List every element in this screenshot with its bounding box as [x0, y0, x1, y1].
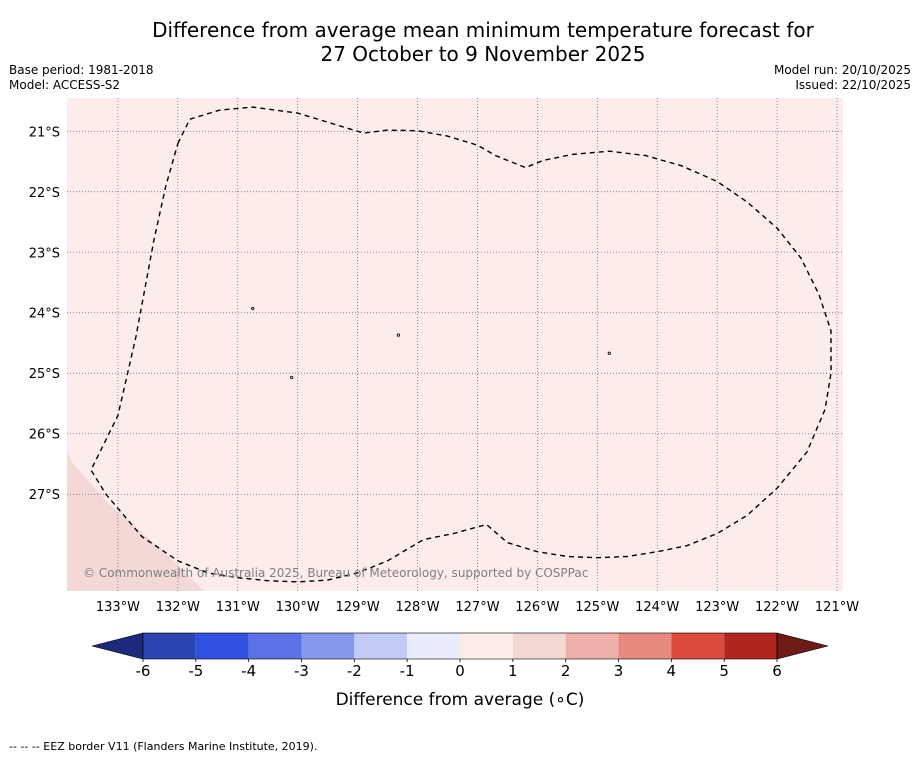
colorbar-extend-low [91, 632, 144, 660]
y-tick-label: 25°S [29, 367, 60, 382]
colorbar-segment [671, 633, 725, 659]
y-tick-label: 22°S [29, 186, 60, 201]
y-tick-label: 26°S [29, 428, 60, 443]
eez-border [90, 106, 832, 583]
colorbar-tick-label: -3 [294, 662, 309, 680]
chart-title-line1: Difference from average mean minimum tem… [152, 18, 814, 42]
x-tick-label: 125°W [575, 600, 619, 615]
run-info-right: Model run: 20/10/2025 Issued: 22/10/2025 [774, 63, 911, 93]
issued-date: Issued: 22/10/2025 [795, 78, 911, 92]
colorbar-tick-label: 5 [719, 662, 729, 680]
y-tick-label: 21°S [29, 125, 60, 140]
colorbar-tick-label: 0 [455, 662, 465, 680]
colorbar-tick-label: 3 [614, 662, 624, 680]
colorbar-label: Difference from average (∘C) [336, 690, 585, 710]
colorbar-tick-label: 1 [508, 662, 518, 680]
island-islet-c [290, 375, 294, 380]
colorbar-segment [248, 633, 302, 659]
island-islet-d [607, 351, 611, 355]
colorbar-segment [565, 633, 619, 659]
colorbar-tick-label: 6 [772, 662, 782, 680]
colorbar-segment [724, 633, 777, 659]
model-name: Model: ACCESS-S2 [9, 78, 121, 92]
chart-title: Difference from average mean minimum tem… [0, 18, 919, 66]
colorbar-segment [618, 633, 672, 659]
colorbar-segment [301, 633, 355, 659]
x-tick-label: 122°W [755, 600, 799, 615]
y-tick-label: 27°S [29, 488, 60, 503]
colorbar-segment [407, 633, 460, 659]
x-tick-label: 132°W [156, 600, 200, 615]
x-tick-label: 127°W [455, 600, 499, 615]
colorbar-tick-label: 4 [667, 662, 677, 680]
x-tick-label: 123°W [695, 600, 739, 615]
y-tick-label: 23°S [29, 246, 60, 261]
map-background [67, 98, 843, 591]
colorbar-tick-label: -6 [136, 662, 151, 680]
x-tick-label: 121°W [815, 600, 859, 615]
colorbar-segment [512, 633, 566, 659]
colorbar-tick-label: -1 [400, 662, 415, 680]
x-tick-label: 128°W [395, 600, 439, 615]
colorbar-segment [195, 633, 249, 659]
island-islet-b [396, 333, 400, 337]
x-tick-label: 129°W [336, 600, 380, 615]
model-run-date: Model run: 20/10/2025 [773, 63, 911, 77]
colorbar-tick-label: -5 [188, 662, 203, 680]
island-islet-a [251, 306, 255, 311]
colorbar-tick-label: 2 [561, 662, 571, 680]
colorbar-segment [460, 633, 513, 659]
base-period: Base period: 1981-2018 [9, 63, 154, 77]
colorbar-extend-high [776, 632, 829, 660]
colorbar-tick-label: -4 [241, 662, 256, 680]
x-tick-label: 124°W [635, 600, 679, 615]
warmer-anomaly-region [67, 450, 204, 591]
colorbar-tick-label: -2 [347, 662, 362, 680]
x-tick-label: 131°W [216, 600, 260, 615]
run-info-left: Base period: 1981-2018 Model: ACCESS-S2 [9, 63, 154, 93]
colorbar-segment [143, 633, 196, 659]
copyright-notice: © Commonwealth of Australia 2025, Bureau… [83, 566, 588, 580]
eez-footnote: -- -- -- EEZ border V11 (Flanders Marine… [9, 740, 318, 753]
x-tick-label: 130°W [276, 600, 320, 615]
chart-title-line2: 27 October to 9 November 2025 [320, 42, 646, 66]
colorbar-segment [354, 633, 408, 659]
x-tick-label: 133°W [96, 600, 140, 615]
x-tick-label: 126°W [515, 600, 559, 615]
y-tick-label: 24°S [29, 307, 60, 322]
